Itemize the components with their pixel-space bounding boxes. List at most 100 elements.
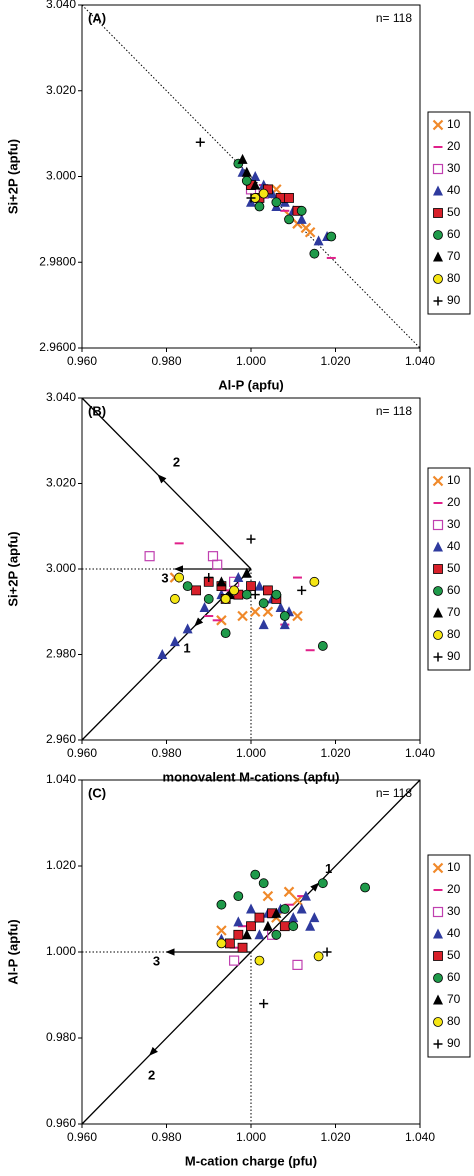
marker-square — [224, 938, 235, 949]
marker-square — [262, 585, 273, 596]
marker-square — [237, 942, 248, 953]
legend-label: 60 — [447, 227, 461, 241]
annotation: 3 — [153, 953, 160, 968]
legend-label: 70 — [447, 992, 461, 1006]
marker-circle — [326, 231, 337, 242]
marker-triangle — [433, 541, 443, 552]
marker-circle — [279, 611, 290, 621]
legend-label: 30 — [447, 161, 461, 175]
marker-circle — [284, 214, 294, 225]
marker-circle — [309, 248, 320, 259]
marker-square — [233, 929, 244, 940]
marker-circle — [220, 594, 231, 604]
y-axis-label: Si+2P (apfu) — [5, 139, 20, 214]
marker-triangle — [296, 213, 307, 224]
marker-x — [432, 119, 444, 131]
marker-x — [432, 475, 444, 487]
x-tick-label: 1.020 — [320, 354, 350, 368]
marker-plus — [433, 296, 443, 306]
marker-triangle — [433, 251, 443, 262]
marker-circle — [203, 594, 214, 604]
trend-line — [157, 474, 252, 570]
x-tick-label: 1.040 — [405, 746, 435, 760]
marker-triangle — [296, 903, 307, 914]
marker-circle — [309, 576, 320, 587]
sample-count: n= 118 — [376, 11, 412, 25]
legend-label: 60 — [447, 970, 461, 984]
marker-square — [191, 585, 201, 596]
marker-square — [279, 921, 290, 932]
y-tick-label: 1.020 — [46, 858, 76, 872]
trend-line — [81, 397, 159, 476]
marker-triangle — [433, 185, 443, 196]
marker-triangle — [169, 636, 180, 647]
marker-square-open — [212, 559, 223, 570]
marker-triangle — [216, 576, 227, 587]
legend-label: 50 — [447, 948, 461, 962]
marker-plus — [246, 193, 256, 203]
trend-line — [81, 1054, 151, 1125]
marker-triangle — [241, 567, 252, 578]
marker-square-open — [432, 906, 444, 918]
y-tick-label: 1.000 — [46, 944, 76, 958]
y-tick-label: 3.040 — [46, 0, 76, 11]
y-axis-label: Si+2P (apfu) — [5, 531, 20, 606]
y-axis-label: Al-P (apfu) — [5, 919, 20, 984]
legend-label: 90 — [447, 1036, 461, 1050]
legend-label: 30 — [447, 517, 461, 531]
marker-triangle — [271, 907, 282, 918]
marker-circle — [271, 197, 282, 208]
marker-circle — [313, 951, 324, 962]
marker-triangle — [246, 903, 256, 914]
y-tick-label: 3.020 — [46, 476, 76, 490]
marker-square — [284, 193, 294, 203]
marker-x — [249, 606, 261, 618]
legend-label: 70 — [447, 605, 461, 619]
marker-x — [283, 886, 295, 898]
marker-circle — [258, 188, 269, 199]
marker-square — [433, 951, 443, 961]
marker-triangle — [254, 929, 265, 940]
marker-circle — [182, 581, 193, 591]
marker-square-open — [432, 519, 444, 531]
legend-label: 10 — [447, 473, 461, 487]
marker-circle — [433, 586, 443, 596]
legend-label: 10 — [447, 860, 461, 874]
marker-triangle — [233, 572, 244, 583]
marker-circle — [250, 869, 261, 880]
marker-triangle — [258, 619, 269, 630]
legend-label: 30 — [447, 904, 461, 918]
marker-circle — [258, 598, 269, 609]
marker-circle — [433, 274, 443, 284]
x-axis-label: M-cation charge (pfu) — [185, 1153, 317, 1168]
x-tick-label: 1.000 — [236, 354, 266, 368]
x-axis-label: Al-P (apfu) — [218, 377, 283, 392]
marker-circle — [279, 904, 290, 914]
legend-label: 40 — [447, 539, 461, 553]
marker-circle — [271, 589, 282, 600]
x-tick-label: 1.020 — [320, 746, 350, 760]
marker-triangle — [288, 912, 299, 923]
legend-label: 40 — [447, 926, 461, 940]
marker-x — [262, 606, 274, 618]
y-tick-label: 3.020 — [46, 83, 76, 97]
marker-circle — [296, 205, 307, 216]
marker-x — [292, 610, 303, 622]
marker-circle — [216, 899, 227, 910]
x-tick-label: 0.980 — [151, 354, 181, 368]
marker-triangle — [250, 171, 261, 181]
annotation: 1 — [183, 640, 190, 655]
y-tick-label: 3.040 — [46, 390, 76, 404]
annotation: 2 — [148, 1067, 155, 1082]
y-tick-label: 0.980 — [46, 1030, 76, 1044]
marker-plus — [195, 137, 205, 147]
legend-label: 80 — [447, 627, 461, 641]
marker-circle — [433, 973, 443, 983]
marker-circle — [241, 175, 252, 186]
y-tick-label: 2.9600 — [39, 340, 76, 354]
y-tick-label: 2.9800 — [39, 254, 76, 268]
marker-triangle — [241, 166, 252, 177]
marker-square-open — [432, 163, 444, 175]
trend-line — [81, 624, 196, 741]
